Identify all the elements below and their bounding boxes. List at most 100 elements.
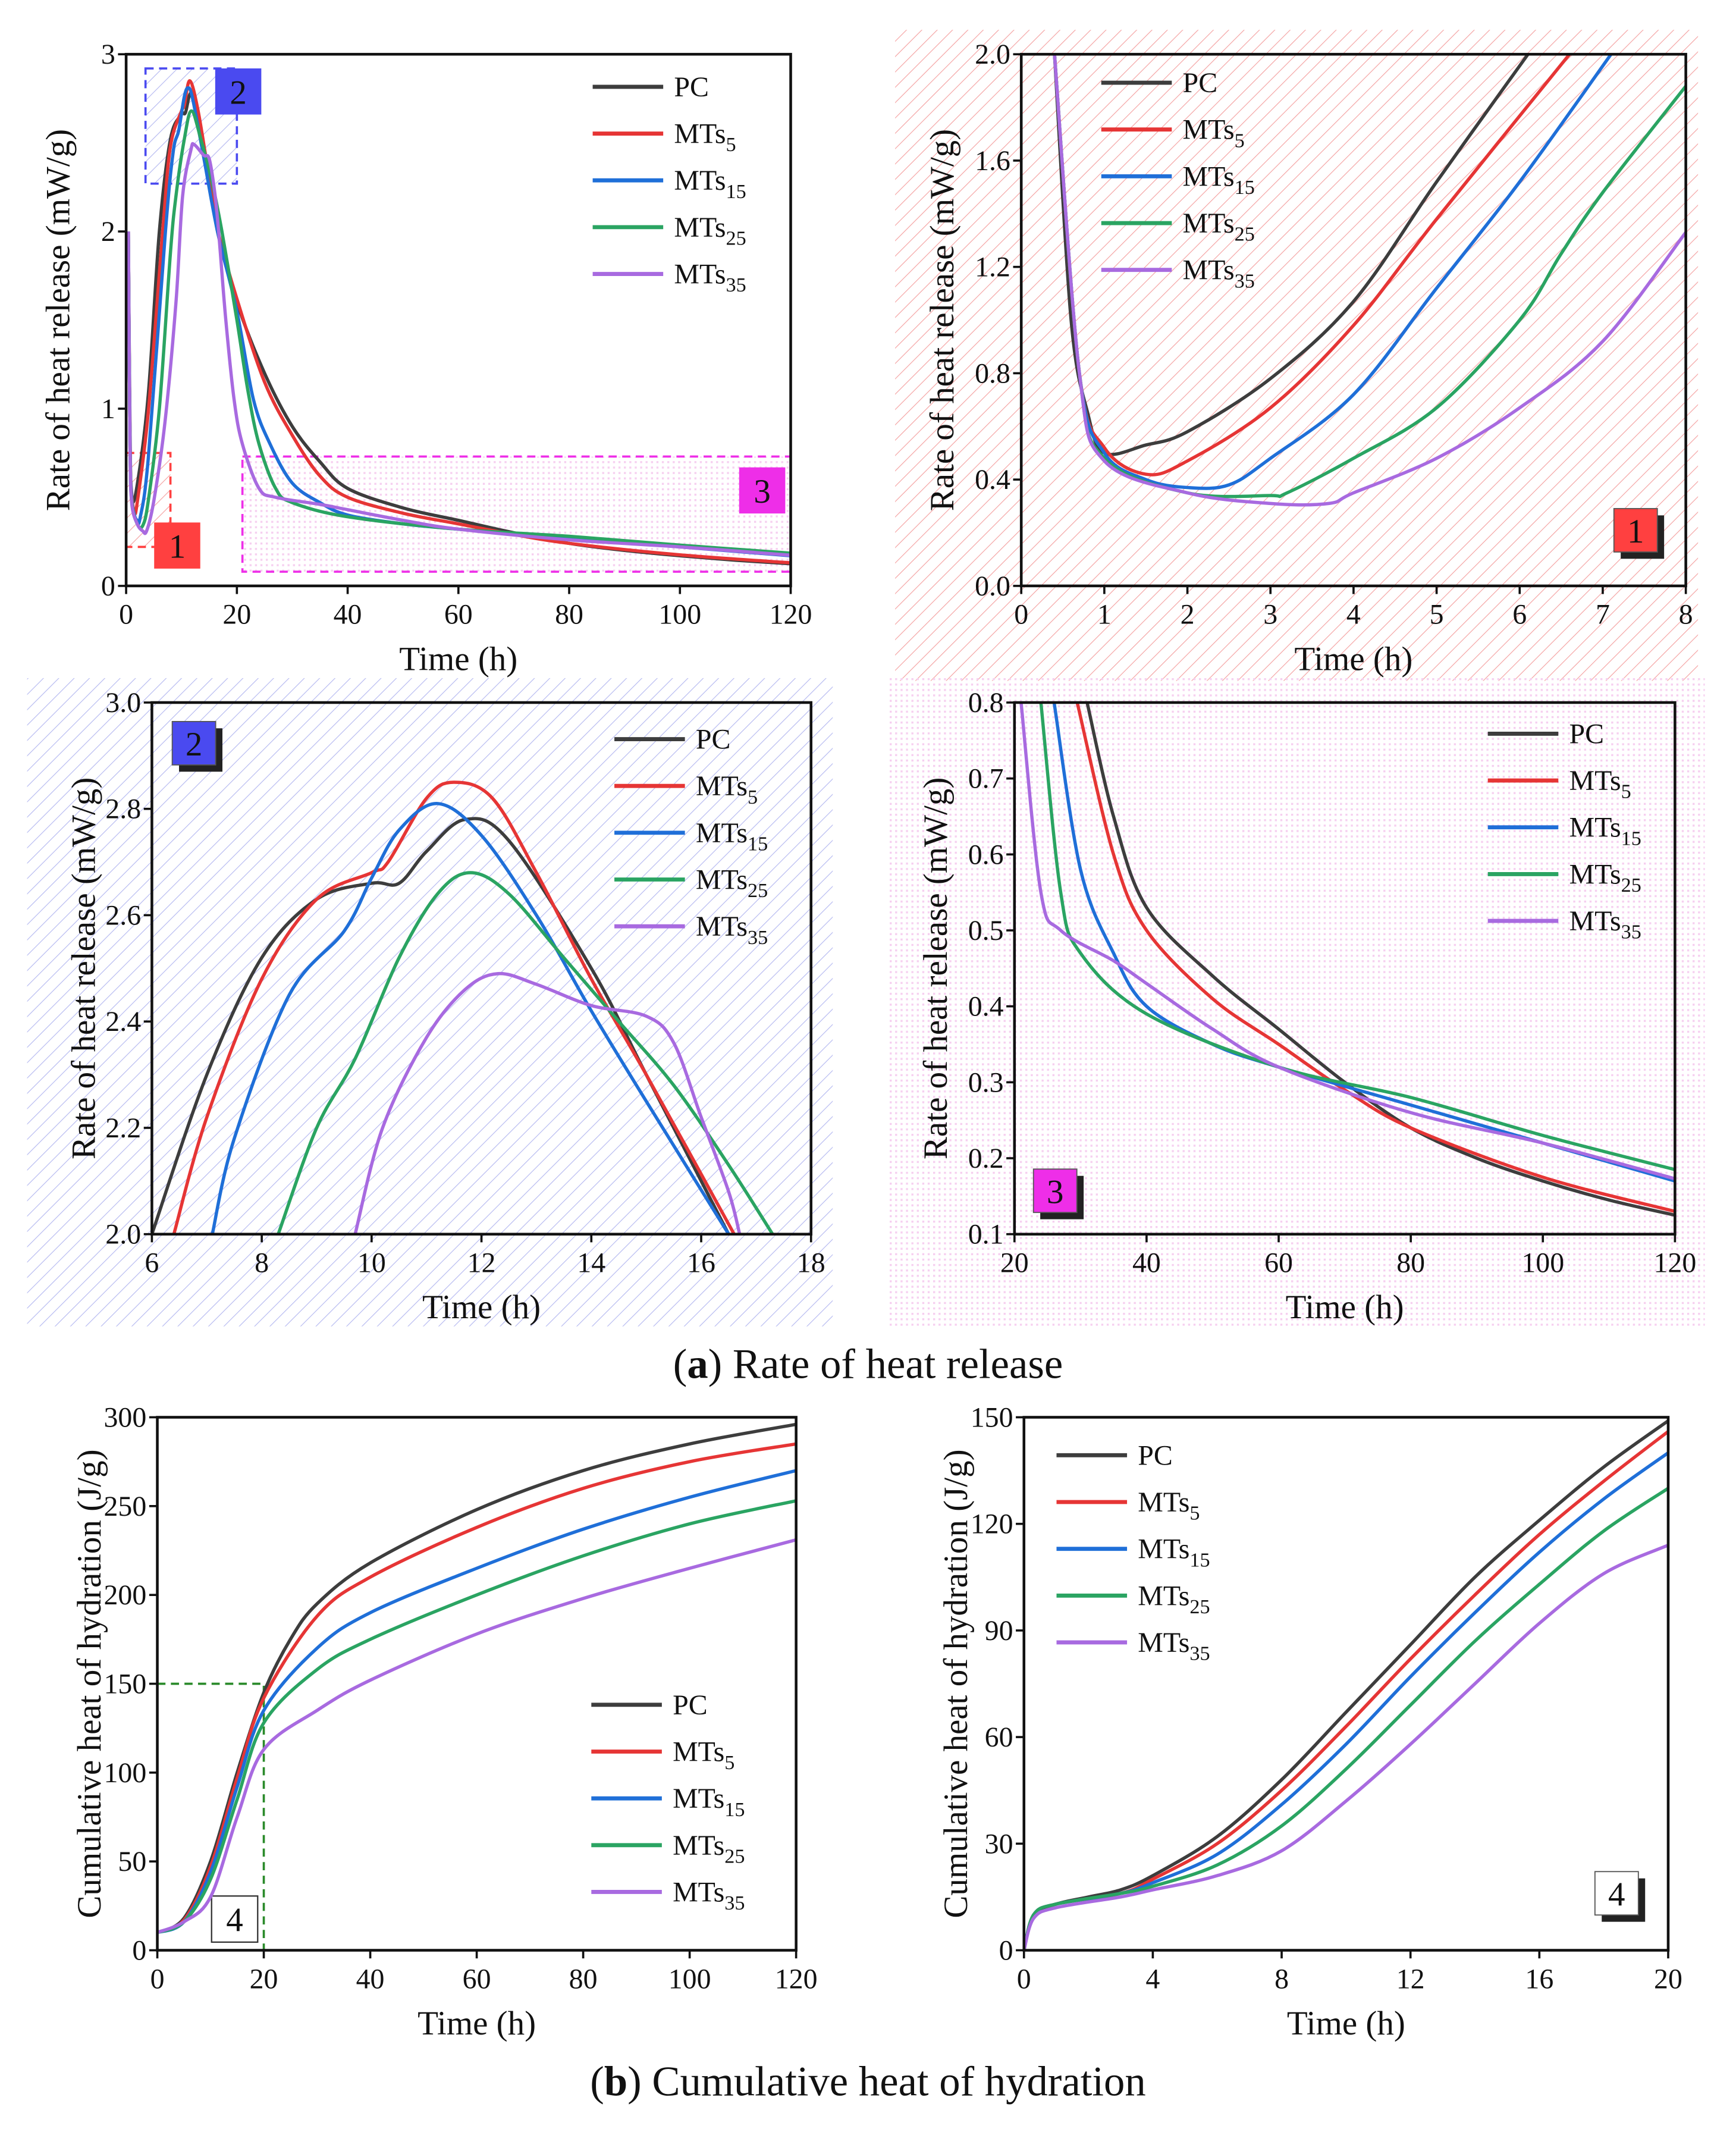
x-tick-label: 8 (1679, 599, 1693, 631)
legend-label-subscript: 35 (726, 274, 746, 296)
legend-label-subscript: 5 (748, 786, 758, 808)
series-line-mts5 (127, 79, 791, 565)
marker-badge (1032, 1168, 1078, 1214)
caption-b-text: Cumulative heat of hydration (642, 2058, 1146, 2105)
series-line-mts15 (157, 1469, 796, 1935)
x-tick-label: 40 (356, 1963, 385, 1995)
marker-badge-label: 1 (1627, 513, 1644, 550)
legend-label-subscript: 35 (1621, 921, 1641, 943)
y-tick-label: 2.8 (105, 794, 141, 825)
x-tick-label: 4 (1346, 599, 1361, 631)
caption-a: (a) Rate of heat release (673, 1341, 1063, 1387)
y-tick-label: 2.6 (105, 899, 141, 931)
caption-b: (b) Cumulative heat of hydration (590, 2058, 1145, 2105)
y-tick-label: 150 (103, 1668, 146, 1700)
caption-b-letter: b (604, 2058, 627, 2105)
x-tick-label: 12 (1396, 1963, 1425, 1995)
x-axis-label: Time (h) (422, 1288, 541, 1326)
series-line-mts25 (1039, 702, 1675, 1171)
legend-label-subscript: 15 (726, 181, 746, 203)
series-line-mts25 (277, 871, 774, 1234)
y-tick-label: 0.4 (968, 991, 1004, 1023)
x-tick-label: 100 (658, 599, 701, 631)
y-tick-label: 2.0 (975, 39, 1010, 70)
legend-label-subscript: 25 (1189, 1596, 1210, 1618)
marker-badge-label: 4 (1608, 1876, 1625, 1913)
chart-a-zoom1: 0 1 2 3 4 5 6 7 8 0.0 0.4 0.8 1.2 1.6 2.0 Time (h) Rate … (924, 39, 1693, 678)
y-axis-label: Rate of heat release (mW/g) (924, 129, 961, 511)
y-tick-label: 200 (103, 1579, 146, 1611)
y-axis-label: Cumulative heat of hydration (J/g) (71, 1449, 108, 1918)
y-tick-label: 0.1 (968, 1219, 1004, 1250)
y-tick-label: 2 (101, 216, 115, 247)
legend-label-subscript: 35 (1235, 270, 1255, 292)
legend-label: PC (1138, 1440, 1173, 1471)
y-tick-label: 0.2 (968, 1143, 1004, 1174)
series-line-mts35 (157, 1538, 796, 1935)
caption-a-text: Rate of heat release (722, 1341, 1063, 1387)
x-tick-label: 18 (797, 1247, 825, 1279)
x-tick-label: 80 (555, 599, 583, 631)
marker-badge (1613, 508, 1658, 553)
zoom-region-label-box (215, 68, 262, 115)
legend-label-subscript: 5 (1621, 781, 1631, 803)
series-line-mts35 (1019, 702, 1675, 1181)
zoom-region-box-3 (241, 455, 792, 573)
caption-a-letter: a (687, 1341, 708, 1387)
y-tick-label: 60 (985, 1722, 1013, 1753)
y-axis-label: Rate of heat release (mW/g) (917, 777, 955, 1159)
x-axis-label: Time (h) (1294, 640, 1412, 678)
x-tick-label: 0 (150, 1963, 165, 1995)
x-tick-label: 6 (145, 1247, 159, 1279)
series-line-mts35 (1024, 1544, 1668, 1951)
marker-badge (171, 720, 216, 766)
x-tick-label: 0 (119, 599, 133, 631)
legend-label-subscript: 25 (1621, 874, 1641, 896)
y-tick-label: 250 (103, 1491, 146, 1522)
y-tick-label: 3 (101, 39, 115, 70)
legend-label-subscript: 25 (1235, 224, 1255, 246)
y-tick-label: 0.5 (968, 915, 1004, 946)
x-tick-label: 20 (250, 1963, 278, 1995)
y-tick-label: 1 (101, 393, 115, 425)
y-tick-label: 0.8 (968, 687, 1004, 719)
zoom-region-label: 2 (230, 74, 247, 111)
legend-label-subscript: 15 (1189, 1549, 1210, 1571)
chart-a-main: 1 2 3 0 20 40 60 80 100 120 0 1 2 3 Time (h) Rate of he… (39, 39, 812, 678)
axes-frame (150, 701, 813, 1236)
x-tick-label: 16 (687, 1247, 715, 1279)
x-axis-label: Time (h) (1286, 1288, 1404, 1326)
x-tick-label: 12 (467, 1247, 496, 1279)
x-tick-label: 100 (668, 1963, 711, 1995)
x-tick-label: 120 (1653, 1247, 1696, 1279)
y-tick-label: 2.4 (105, 1006, 141, 1037)
series-line-mts25 (157, 1499, 796, 1935)
plot-area (157, 1417, 796, 1951)
zoom-region-label-box (154, 522, 200, 569)
x-tick-label: 40 (1132, 1247, 1161, 1279)
x-axis-label: Time (h) (417, 2005, 536, 2042)
y-tick-label: 90 (985, 1615, 1013, 1647)
x-tick-label: 100 (1521, 1247, 1564, 1279)
legend-label-subscript: 35 (748, 927, 768, 949)
plot-area (1024, 1417, 1668, 1950)
x-tick-label: 14 (577, 1247, 605, 1279)
legend-label: PC (696, 724, 731, 755)
chart-a-zoom2: 6 8 10 12 14 16 18 2.0 2.2 2.4 2.6 2.8 3.0 Time (h) Ra… (65, 687, 825, 1326)
legend-label-subscript: 5 (1235, 130, 1245, 152)
y-tick-label: 30 (985, 1828, 1013, 1860)
y-tick-label: 0.3 (968, 1067, 1004, 1098)
legend-label-subscript: 5 (726, 134, 736, 156)
axes-frame (1022, 1416, 1670, 1952)
series-line-pc (1053, 54, 1530, 456)
x-tick-label: 20 (1654, 1963, 1682, 1995)
x-tick-label: 80 (569, 1963, 598, 1995)
panel-bg-zoom3 (888, 678, 1705, 1327)
x-tick-label: 0 (1017, 1963, 1031, 1995)
series-line-mts5 (1075, 702, 1675, 1214)
x-tick-label: 120 (775, 1963, 818, 1995)
y-tick-label: 50 (118, 1846, 146, 1877)
x-tick-label: 1 (1097, 599, 1112, 631)
x-tick-label: 3 (1263, 599, 1277, 631)
